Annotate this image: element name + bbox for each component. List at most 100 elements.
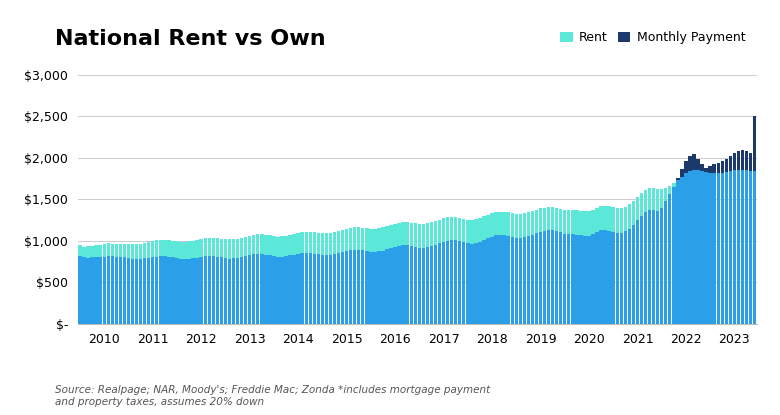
Bar — [260, 234, 264, 324]
Bar — [587, 236, 590, 324]
Bar — [745, 170, 748, 324]
Bar — [240, 238, 243, 324]
Bar — [87, 246, 90, 324]
Bar — [640, 216, 643, 324]
Bar — [204, 256, 207, 324]
Bar — [721, 173, 724, 324]
Bar — [749, 171, 752, 324]
Bar — [373, 252, 377, 324]
Bar — [78, 245, 82, 324]
Bar — [337, 253, 340, 324]
Bar — [591, 234, 594, 324]
Bar — [361, 250, 364, 324]
Bar — [519, 214, 522, 324]
Bar — [252, 254, 255, 324]
Bar — [660, 189, 664, 324]
Bar — [87, 258, 90, 324]
Bar — [313, 254, 316, 324]
Bar — [732, 153, 736, 324]
Bar — [284, 256, 288, 324]
Bar — [240, 257, 243, 324]
Bar — [345, 229, 349, 324]
Bar — [191, 241, 195, 324]
Bar — [264, 235, 268, 324]
Bar — [119, 257, 122, 324]
Bar — [732, 170, 736, 324]
Bar — [551, 230, 555, 324]
Bar — [535, 233, 538, 324]
Bar — [623, 232, 627, 324]
Bar — [256, 234, 260, 324]
Bar — [417, 247, 421, 324]
Bar — [289, 256, 292, 324]
Bar — [454, 217, 457, 324]
Bar — [268, 235, 271, 324]
Bar — [393, 224, 397, 324]
Bar — [555, 231, 558, 324]
Bar — [441, 242, 445, 324]
Bar — [745, 151, 748, 170]
Bar — [292, 255, 296, 324]
Bar — [131, 244, 134, 324]
Bar — [94, 257, 98, 324]
Bar — [87, 258, 90, 324]
Bar — [470, 220, 473, 324]
Bar — [115, 257, 118, 324]
Bar — [179, 242, 183, 324]
Bar — [612, 232, 615, 324]
Bar — [252, 235, 255, 324]
Bar — [313, 254, 316, 324]
Bar — [623, 207, 627, 324]
Bar — [466, 243, 470, 324]
Bar — [268, 255, 271, 324]
Bar — [349, 250, 353, 324]
Bar — [333, 232, 336, 324]
Bar — [712, 164, 716, 173]
Bar — [272, 236, 275, 324]
Bar — [632, 225, 635, 324]
Bar — [721, 173, 724, 324]
Bar — [393, 247, 397, 324]
Bar — [717, 173, 720, 324]
Bar — [204, 256, 207, 324]
Bar — [708, 166, 712, 173]
Bar — [502, 235, 506, 324]
Bar — [736, 151, 740, 170]
Bar — [700, 164, 704, 324]
Bar — [167, 257, 171, 324]
Bar — [196, 258, 199, 324]
Bar — [615, 233, 619, 324]
Bar — [90, 257, 94, 324]
Bar — [163, 240, 167, 324]
Bar — [478, 242, 481, 324]
Bar — [725, 172, 728, 324]
Bar — [179, 259, 183, 324]
Bar — [535, 233, 538, 324]
Bar — [191, 258, 195, 324]
Bar — [176, 258, 179, 324]
Bar — [220, 239, 223, 324]
Bar — [187, 259, 191, 324]
Bar — [365, 251, 368, 324]
Bar — [183, 259, 186, 324]
Bar — [446, 217, 449, 324]
Bar — [712, 173, 716, 324]
Bar — [324, 256, 328, 324]
Bar — [551, 207, 555, 324]
Bar — [135, 259, 138, 324]
Bar — [90, 246, 94, 324]
Bar — [389, 248, 393, 324]
Bar — [580, 235, 583, 324]
Bar — [753, 116, 757, 171]
Bar — [430, 246, 433, 324]
Bar — [680, 177, 683, 324]
Bar — [672, 183, 675, 324]
Bar — [619, 233, 623, 324]
Bar — [215, 256, 219, 324]
Bar — [171, 257, 175, 324]
Bar — [333, 254, 336, 324]
Bar — [559, 209, 562, 324]
Bar — [111, 256, 114, 324]
Bar — [721, 161, 724, 324]
Bar — [567, 234, 570, 324]
